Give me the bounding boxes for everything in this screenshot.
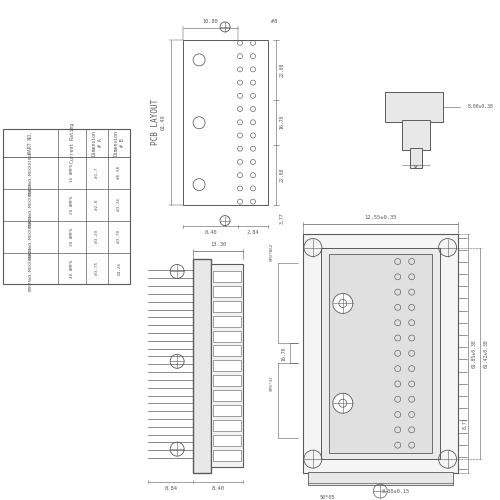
Bar (213, 271, 241, 282)
Text: 30 AMPS: 30 AMPS (70, 228, 74, 246)
Text: 8.84: 8.84 (164, 486, 177, 490)
Bar (213, 434, 241, 446)
Bar (183, 40, 268, 204)
Bar (213, 316, 241, 326)
Text: #6.38: #6.38 (118, 166, 122, 179)
Text: 22.08: 22.08 (280, 168, 284, 182)
Text: 61.40: 61.40 (160, 114, 166, 130)
Text: 2.84: 2.84 (246, 230, 259, 235)
Text: #1.7: #1.7 (96, 168, 100, 178)
Text: SP0*32: SP0*32 (270, 376, 274, 391)
Text: 22.08: 22.08 (280, 62, 284, 77)
Bar (213, 286, 241, 297)
Text: #8: #8 (271, 20, 277, 24)
Text: #3.29: #3.29 (96, 230, 100, 243)
Text: 16.70: 16.70 (280, 115, 284, 130)
Text: 16 AMPS: 16 AMPS (70, 164, 74, 182)
Bar (213, 375, 241, 386)
Circle shape (333, 294, 353, 314)
Bar (308, 472, 452, 485)
Text: 13.30: 13.30 (210, 242, 226, 247)
Bar (4, 129, 130, 284)
Text: PDR25W3-MXXX85410: PDR25W3-MXXX85410 (29, 182, 33, 227)
Bar (402, 120, 429, 150)
Text: PART NO.: PART NO. (28, 131, 34, 154)
Text: 8.77: 8.77 (463, 418, 468, 429)
Bar (211, 264, 243, 467)
Text: 8.30±0.15: 8.30±0.15 (381, 488, 410, 494)
Text: Dimension
# B: Dimension # B (114, 130, 124, 156)
Text: 61.42±0.38: 61.42±0.38 (484, 339, 489, 368)
Text: Current Rating: Current Rating (70, 122, 75, 163)
Bar (329, 254, 432, 453)
Text: PCB LAYOUT: PCB LAYOUT (150, 99, 160, 146)
Bar (321, 248, 440, 459)
Text: 10.80: 10.80 (203, 20, 218, 24)
Text: #3.75: #3.75 (96, 262, 100, 275)
Text: 20 AMPS: 20 AMPS (70, 196, 74, 214)
Circle shape (333, 393, 353, 413)
Bar (213, 420, 241, 431)
Bar (213, 301, 241, 312)
Bar (213, 346, 241, 356)
Text: PDR25W3-MXXX01000: PDR25W3-MXXX01000 (29, 150, 33, 195)
Text: 40 AMPS: 40 AMPS (70, 260, 74, 278)
Bar (410, 148, 422, 168)
Text: 61.85±0.38: 61.85±0.38 (472, 339, 477, 368)
Bar (213, 390, 241, 401)
Text: 8.40: 8.40 (204, 230, 217, 235)
Bar (193, 258, 211, 473)
Bar (384, 92, 442, 122)
Text: PDR25W3-MXXX85010: PDR25W3-MXXX85010 (29, 214, 33, 259)
Text: #3.70: #3.70 (118, 230, 122, 243)
Text: #2.8: #2.8 (96, 200, 100, 210)
Bar (213, 360, 241, 372)
Text: 3.77: 3.77 (280, 213, 284, 224)
Text: 50*05: 50*05 (320, 494, 336, 500)
Text: PDR25W3-MXXX84010: PDR25W3-MXXX84010 (29, 246, 33, 291)
Text: SP0*B62: SP0*B62 (270, 242, 274, 260)
Text: 16.70: 16.70 (282, 346, 286, 360)
Bar (213, 330, 241, 342)
Bar (213, 405, 241, 416)
Text: 64.26: 64.26 (118, 262, 122, 275)
Text: Dimension
# A: Dimension # A (92, 130, 102, 156)
Text: 12.55±0.35: 12.55±0.35 (364, 215, 396, 220)
Text: 8.40: 8.40 (212, 486, 224, 490)
Text: 8.00±0.38: 8.00±0.38 (468, 104, 493, 110)
Bar (213, 450, 241, 460)
Bar (303, 234, 458, 473)
Text: #3.26: #3.26 (118, 198, 122, 211)
